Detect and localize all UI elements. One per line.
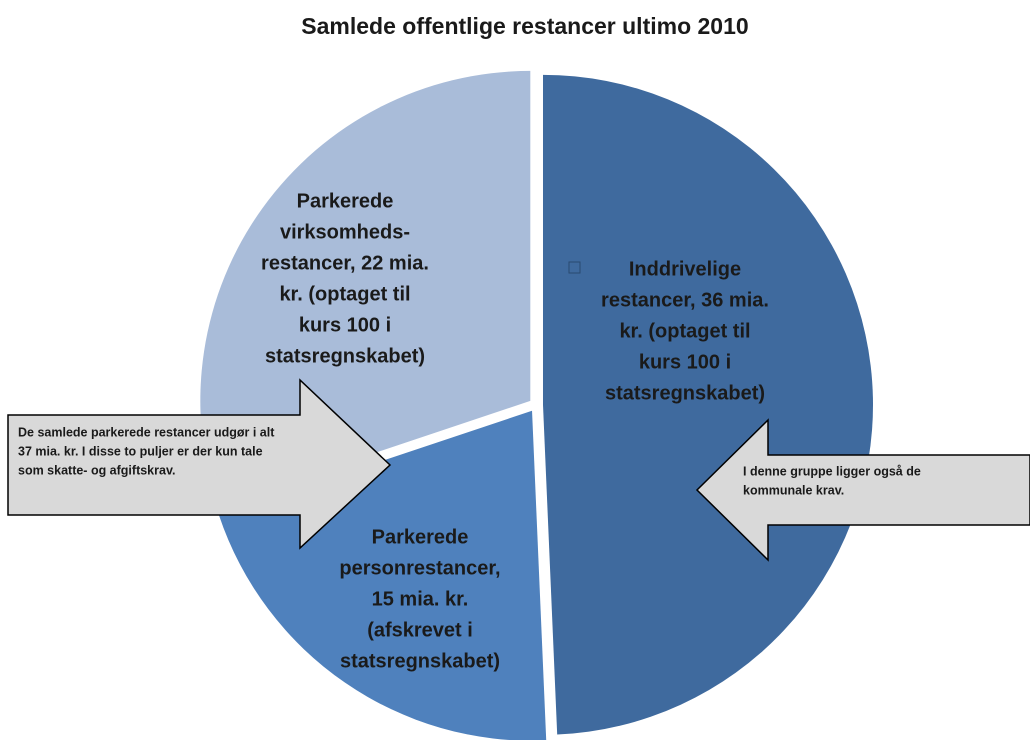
- arrow-left: [695, 418, 1030, 562]
- slice-label: statsregnskabet): [340, 650, 500, 672]
- slice-label: Inddrivelige: [629, 258, 741, 280]
- slice-label: kr. (optaget til: [619, 320, 750, 342]
- marker: [568, 261, 581, 274]
- slice-label: 15 mia. kr.: [372, 588, 469, 610]
- slice-label: virksomheds-: [280, 221, 410, 243]
- slice-label: kurs 100 i: [299, 314, 391, 336]
- arrow-right: [7, 378, 392, 550]
- slice-label: statsregnskabet): [605, 382, 765, 404]
- slice-label: restancer, 36 mia.: [601, 289, 769, 311]
- annotation: som skatte- og afgiftskrav.: [18, 463, 175, 477]
- slice-label: kurs 100 i: [639, 351, 731, 373]
- slice-label: Parkerede: [372, 526, 469, 548]
- pie-slice: [200, 70, 531, 506]
- chart-title: Samlede offentlige restancer ultimo 2010: [301, 13, 748, 39]
- annotation: kommunale krav.: [743, 483, 844, 497]
- slice-label: Parkerede: [297, 190, 394, 212]
- slice-label: kr. (optaget til: [279, 283, 410, 305]
- slice-label: personrestancer,: [339, 557, 500, 579]
- annotation: I denne gruppe ligger også de: [743, 464, 921, 478]
- annotation: De samlede parkerede restancer udgør i a…: [18, 425, 275, 439]
- slice-label: statsregnskabet): [265, 345, 425, 367]
- annotation: 37 mia. kr. I disse to puljer er der kun…: [18, 444, 263, 458]
- slice-label: (afskrevet i: [367, 619, 473, 641]
- slice-label: restancer, 22 mia.: [261, 252, 429, 274]
- pie-slice: [542, 74, 873, 735]
